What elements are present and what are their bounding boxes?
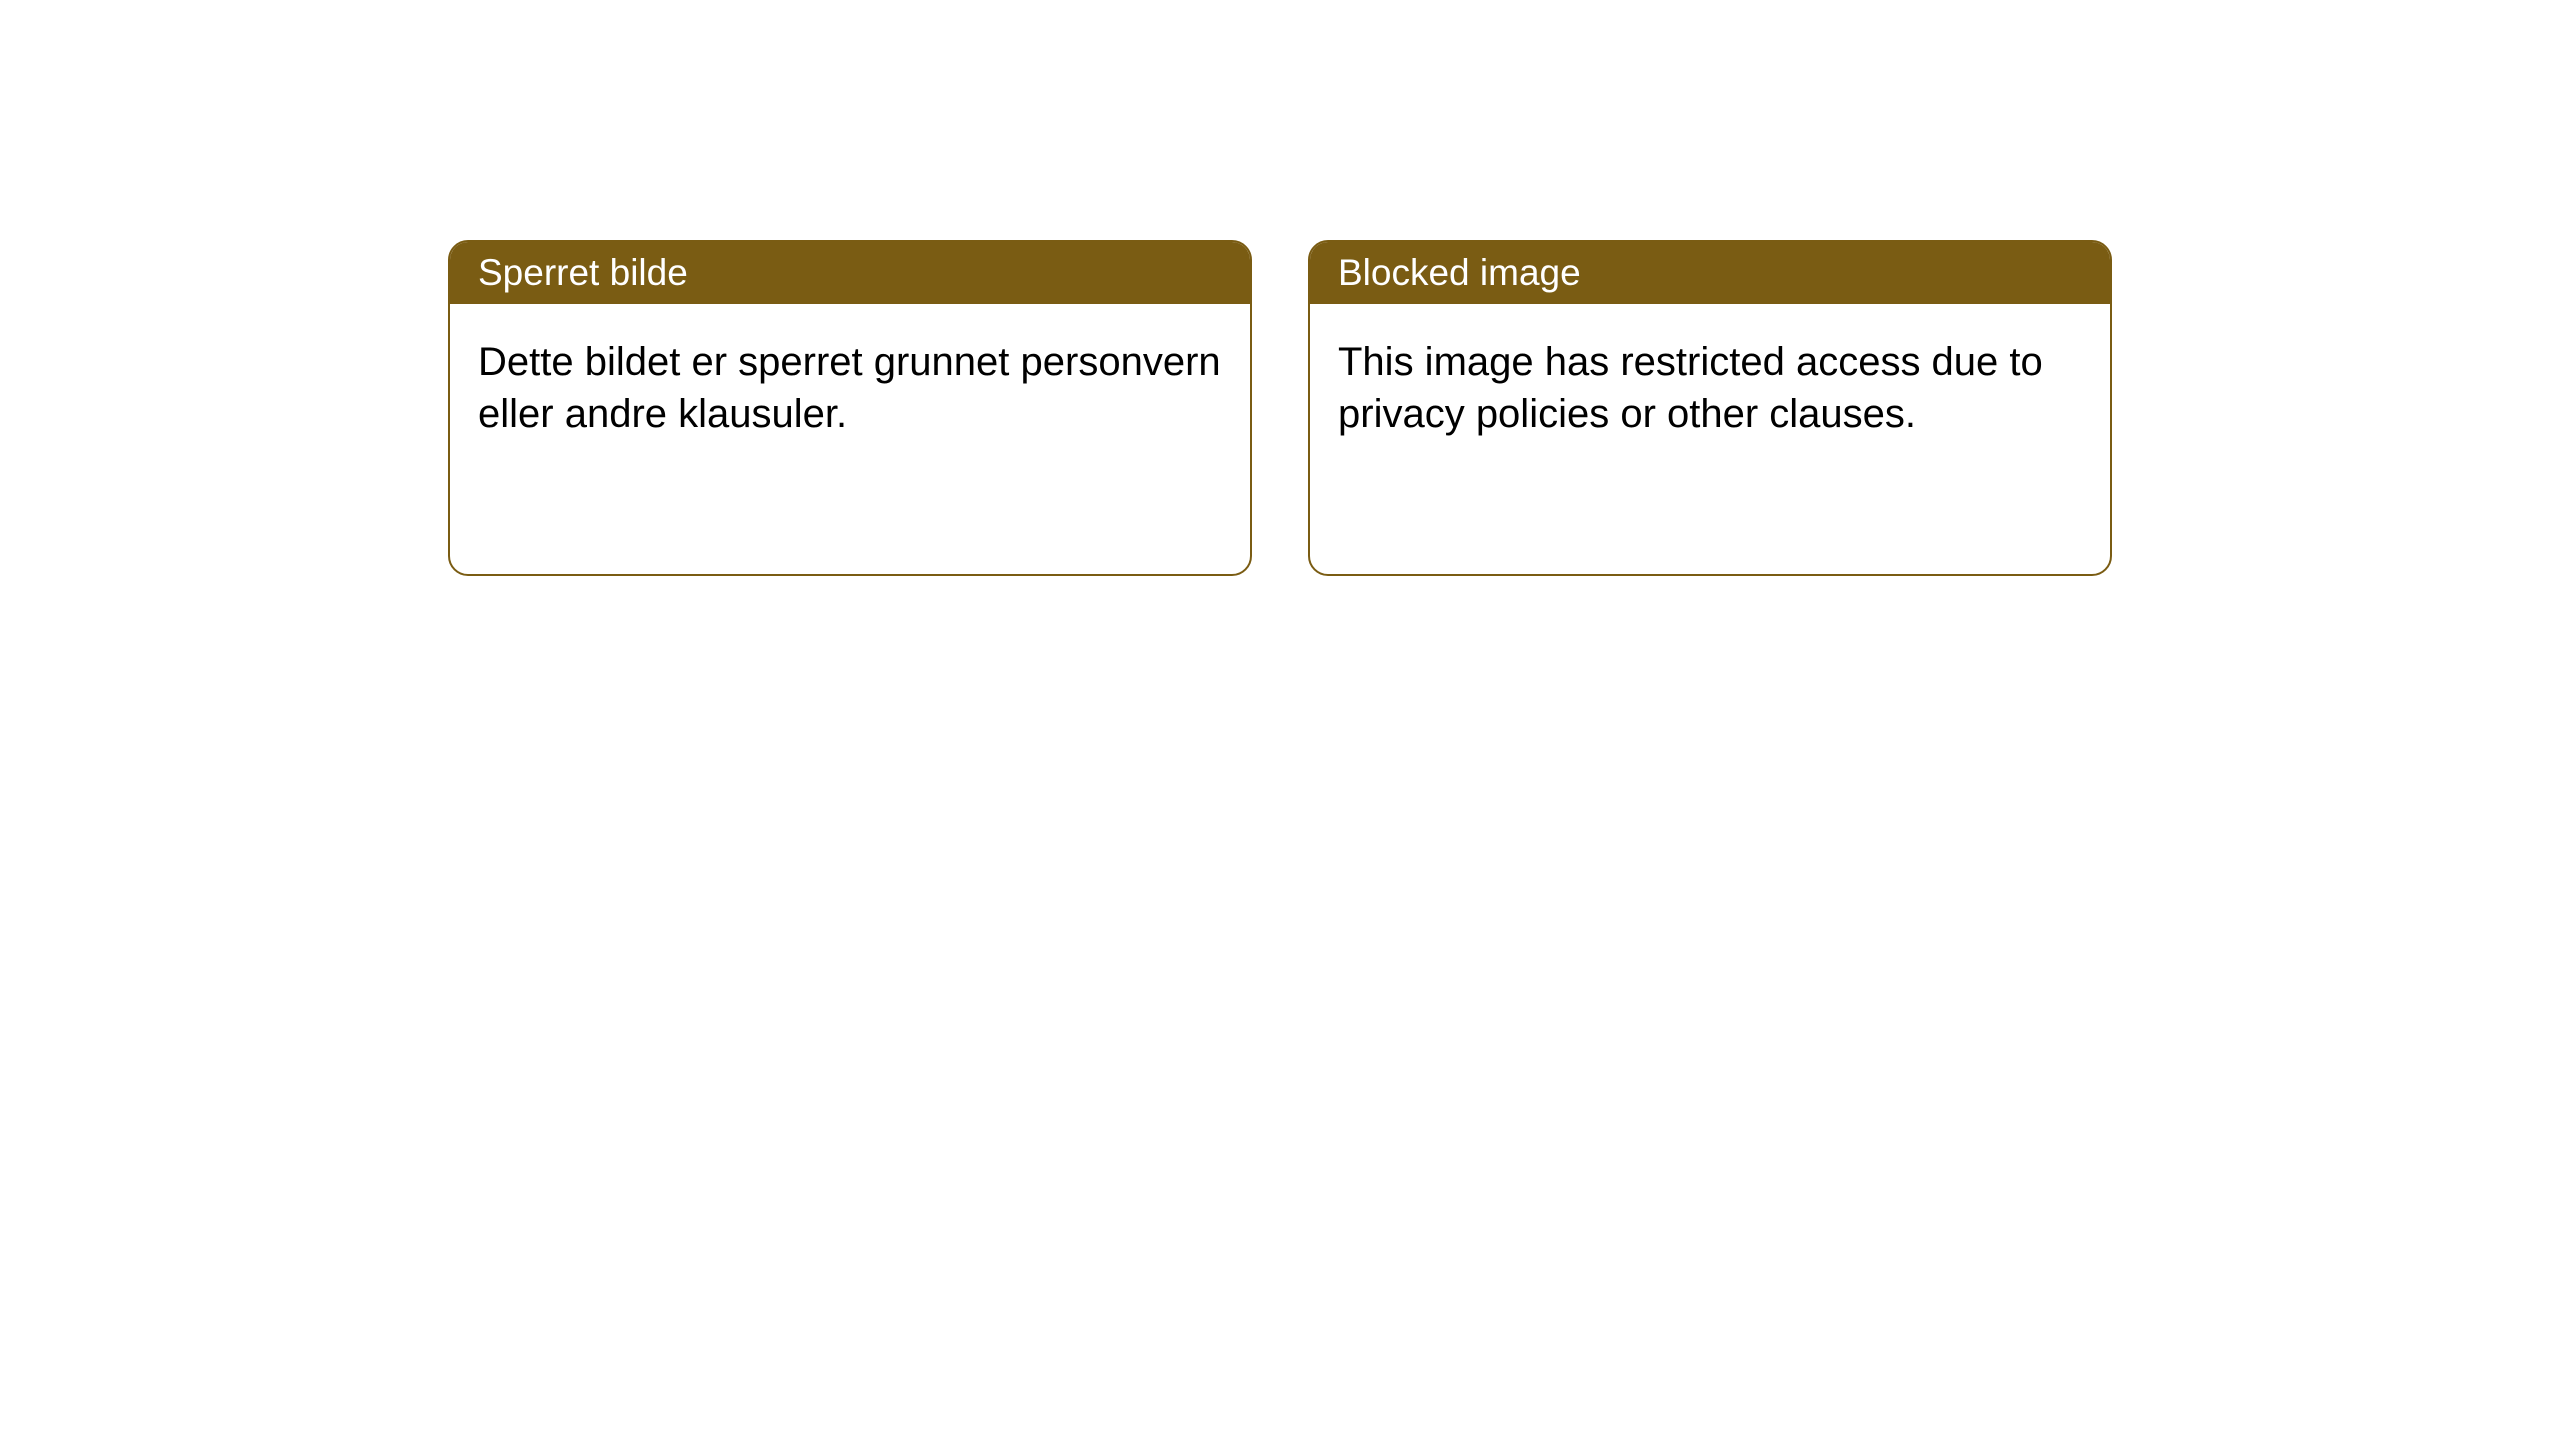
notice-body-norwegian: Dette bildet er sperret grunnet personve… xyxy=(450,304,1250,574)
notice-body-english: This image has restricted access due to … xyxy=(1310,304,2110,574)
notice-title-english: Blocked image xyxy=(1310,242,2110,304)
notice-title-norwegian: Sperret bilde xyxy=(450,242,1250,304)
notice-card-english: Blocked image This image has restricted … xyxy=(1308,240,2112,576)
notice-container: Sperret bilde Dette bildet er sperret gr… xyxy=(0,0,2560,576)
notice-card-norwegian: Sperret bilde Dette bildet er sperret gr… xyxy=(448,240,1252,576)
